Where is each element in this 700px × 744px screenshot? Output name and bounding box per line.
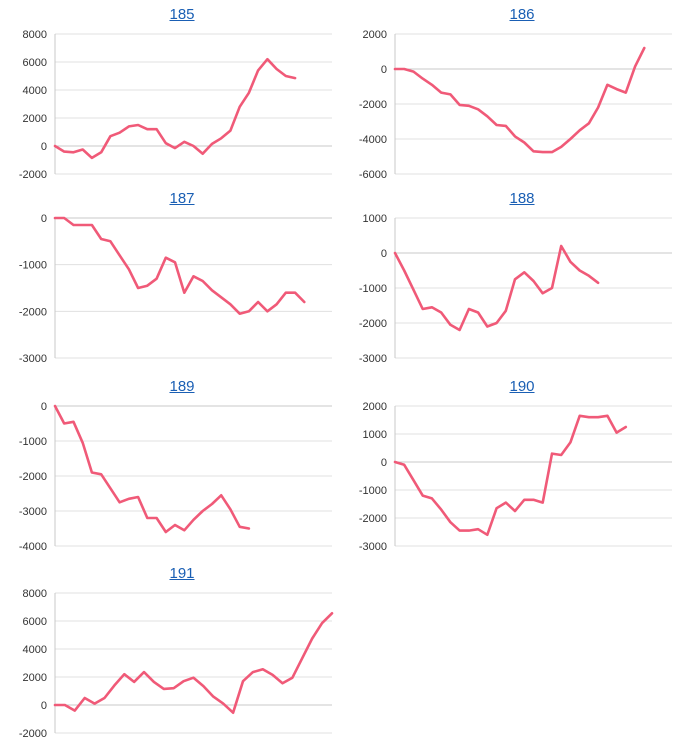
chart-title-link[interactable]: 188 bbox=[509, 190, 535, 207]
y-tick-label: 8000 bbox=[23, 588, 47, 600]
series-line bbox=[53, 611, 334, 714]
y-tick-label: 0 bbox=[41, 401, 47, 413]
chart-panel-190: 190 2000 1000 0 -1000 -2000 -3000 bbox=[352, 374, 692, 554]
chart-title-link[interactable]: 190 bbox=[509, 378, 535, 395]
y-tick-label: -2000 bbox=[19, 169, 47, 181]
y-tick-label: -2000 bbox=[359, 513, 387, 525]
chart-title-link[interactable]: 191 bbox=[169, 565, 195, 582]
y-tick-label: -3000 bbox=[19, 506, 47, 518]
series-line bbox=[53, 404, 251, 534]
line-chart: 2000 0 -2000 -4000 -6000 bbox=[359, 29, 672, 181]
y-tick-label: -2000 bbox=[19, 306, 47, 318]
y-tick-label: 1000 bbox=[363, 213, 387, 225]
y-tick-label: -3000 bbox=[359, 353, 387, 365]
y-tick-label: -4000 bbox=[19, 541, 47, 553]
chart-panel-186: 186 2000 0 -2000 -4000 -6000 bbox=[352, 2, 692, 182]
y-tick-label: 0 bbox=[41, 213, 47, 225]
series-line bbox=[393, 414, 628, 537]
line-chart: 8000 6000 4000 2000 0 -2000 bbox=[19, 29, 332, 181]
chart-panel-189: 189 0 -1000 -2000 -3000 -4000 bbox=[12, 374, 352, 554]
y-tick-label: -3000 bbox=[19, 353, 47, 365]
chart-title-link[interactable]: 189 bbox=[169, 378, 195, 395]
y-tick-label: -1000 bbox=[19, 436, 47, 448]
y-tick-label: -6000 bbox=[359, 169, 387, 181]
y-tick-label: -1000 bbox=[359, 485, 387, 497]
line-chart: 0 -1000 -2000 -3000 -4000 bbox=[19, 401, 332, 553]
chart-title-link[interactable]: 185 bbox=[169, 6, 195, 23]
chart-title-link[interactable]: 187 bbox=[169, 190, 195, 207]
chart-title-link[interactable]: 186 bbox=[509, 6, 535, 23]
series-line bbox=[53, 57, 297, 160]
line-chart: 1000 0 -1000 -2000 -3000 bbox=[359, 213, 672, 365]
y-tick-label: 2000 bbox=[363, 401, 387, 413]
y-tick-label: 6000 bbox=[23, 57, 47, 69]
y-tick-label: -4000 bbox=[359, 134, 387, 146]
y-tick-label: -2000 bbox=[359, 318, 387, 330]
series-line bbox=[393, 244, 600, 332]
series-line bbox=[53, 216, 306, 315]
y-tick-label: 8000 bbox=[23, 29, 47, 41]
line-chart: 2000 1000 0 -1000 -2000 -3000 bbox=[359, 401, 672, 553]
y-tick-label: -2000 bbox=[19, 728, 47, 740]
chart-panel-187: 187 0 -1000 -2000 -3000 bbox=[12, 186, 352, 366]
y-tick-label: -2000 bbox=[359, 99, 387, 111]
y-tick-label: 0 bbox=[381, 248, 387, 260]
y-tick-label: -3000 bbox=[359, 541, 387, 553]
y-tick-label: -1000 bbox=[359, 283, 387, 295]
line-chart: 8000 6000 4000 2000 0 -2000 bbox=[19, 588, 334, 740]
chart-panel-185: 185 8000 6000 4000 2000 0 -2000 bbox=[12, 2, 352, 182]
line-chart: 0 -1000 -2000 -3000 bbox=[19, 213, 332, 365]
y-tick-label: 2000 bbox=[363, 29, 387, 41]
y-tick-label: 2000 bbox=[23, 113, 47, 125]
y-tick-label: 6000 bbox=[23, 616, 47, 628]
y-tick-label: -1000 bbox=[19, 260, 47, 272]
y-tick-label: 0 bbox=[41, 141, 47, 153]
chart-panel-191: 191 8000 6000 4000 2000 0 -2000 bbox=[12, 561, 352, 741]
y-tick-label: 2000 bbox=[23, 672, 47, 684]
y-tick-label: 4000 bbox=[23, 644, 47, 656]
y-tick-label: 1000 bbox=[363, 429, 387, 441]
y-tick-label: 0 bbox=[381, 457, 387, 469]
y-tick-label: 0 bbox=[381, 64, 387, 76]
y-tick-label: -2000 bbox=[19, 471, 47, 483]
y-tick-label: 4000 bbox=[23, 85, 47, 97]
series-line bbox=[393, 46, 646, 154]
y-tick-label: 0 bbox=[41, 700, 47, 712]
chart-panel-188: 188 1000 0 -1000 -2000 -3000 bbox=[352, 186, 692, 366]
